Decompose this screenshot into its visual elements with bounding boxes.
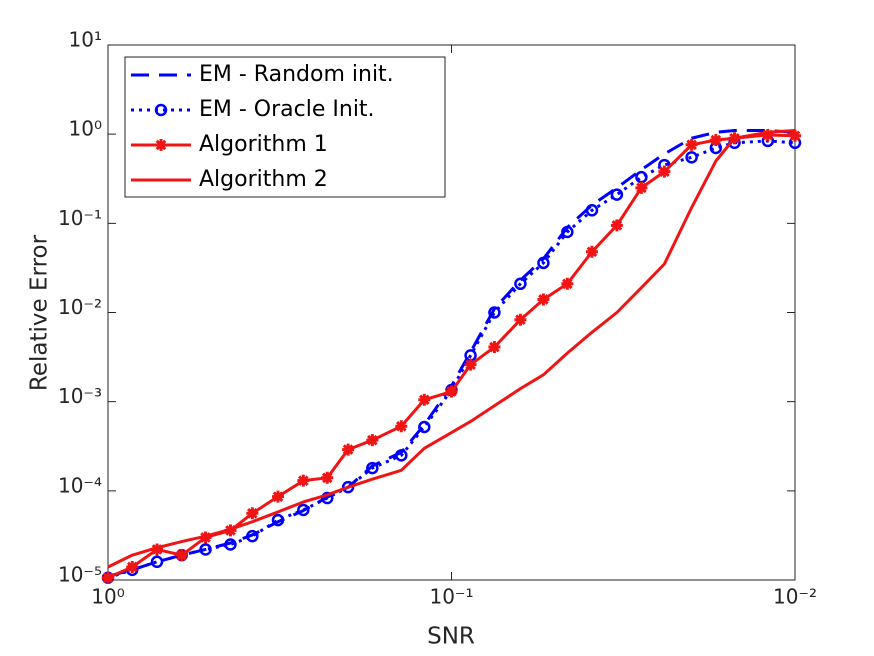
- point: [685, 138, 698, 151]
- y-tick-label: 10⁻²: [58, 295, 102, 319]
- point: [635, 181, 648, 194]
- x-tick-label: 10⁻²: [773, 585, 817, 609]
- point: [761, 128, 774, 141]
- point: [150, 555, 164, 569]
- x-tick-label: 10⁻¹: [429, 585, 473, 609]
- point: [224, 538, 237, 551]
- point: [320, 491, 334, 505]
- point: [610, 219, 623, 232]
- point: [561, 225, 574, 239]
- x-axis-label: SNR: [427, 624, 475, 650]
- y-tick-label: 10⁻¹: [58, 206, 102, 230]
- legend-label: EM - Oracle Init.: [199, 97, 375, 122]
- point: [297, 474, 310, 487]
- point: [561, 277, 574, 290]
- point: [246, 529, 259, 543]
- point: [341, 480, 355, 494]
- y-axis-label: Relative Error: [27, 234, 53, 391]
- point: [585, 204, 599, 217]
- series-line: [107, 128, 796, 569]
- point: [418, 393, 431, 406]
- point: [126, 560, 139, 573]
- point: [685, 151, 698, 164]
- point: [297, 503, 310, 517]
- y-tick-label: 10⁻³: [58, 384, 102, 408]
- point: [175, 549, 188, 562]
- point: [102, 571, 114, 584]
- point: [271, 513, 285, 527]
- point: [395, 449, 408, 462]
- y-tick-label: 10⁻⁵: [58, 563, 102, 587]
- point: [445, 385, 458, 398]
- point: [514, 277, 527, 291]
- point: [464, 358, 477, 371]
- point: [366, 461, 379, 475]
- legend-label: Algorithm 1: [199, 132, 328, 157]
- point: [246, 507, 259, 520]
- legend-label: EM - Random init.: [199, 62, 394, 87]
- y-tick-label: 10¹: [69, 28, 102, 52]
- x-tick-label: 10⁰: [91, 585, 124, 609]
- point: [395, 420, 408, 433]
- point: [418, 420, 431, 434]
- point: [658, 165, 671, 178]
- point: [488, 306, 501, 319]
- point: [488, 341, 501, 354]
- point: [199, 543, 212, 556]
- y-tick-label: 10⁻⁴: [58, 473, 102, 497]
- point: [789, 129, 801, 142]
- point: [271, 490, 284, 503]
- legend-box: [124, 56, 446, 198]
- point: [537, 256, 550, 270]
- y-tick-label: 10⁰: [69, 117, 102, 141]
- point: [321, 471, 334, 484]
- legend-label: Algorithm 2: [199, 167, 328, 192]
- point: [151, 543, 164, 556]
- legend-marker: [154, 103, 168, 117]
- point: [342, 443, 355, 456]
- point: [366, 434, 379, 447]
- point: [537, 293, 550, 306]
- point: [610, 188, 624, 201]
- legend-marker: [155, 139, 167, 151]
- point: [585, 245, 598, 258]
- point: [709, 134, 722, 147]
- point: [514, 313, 527, 326]
